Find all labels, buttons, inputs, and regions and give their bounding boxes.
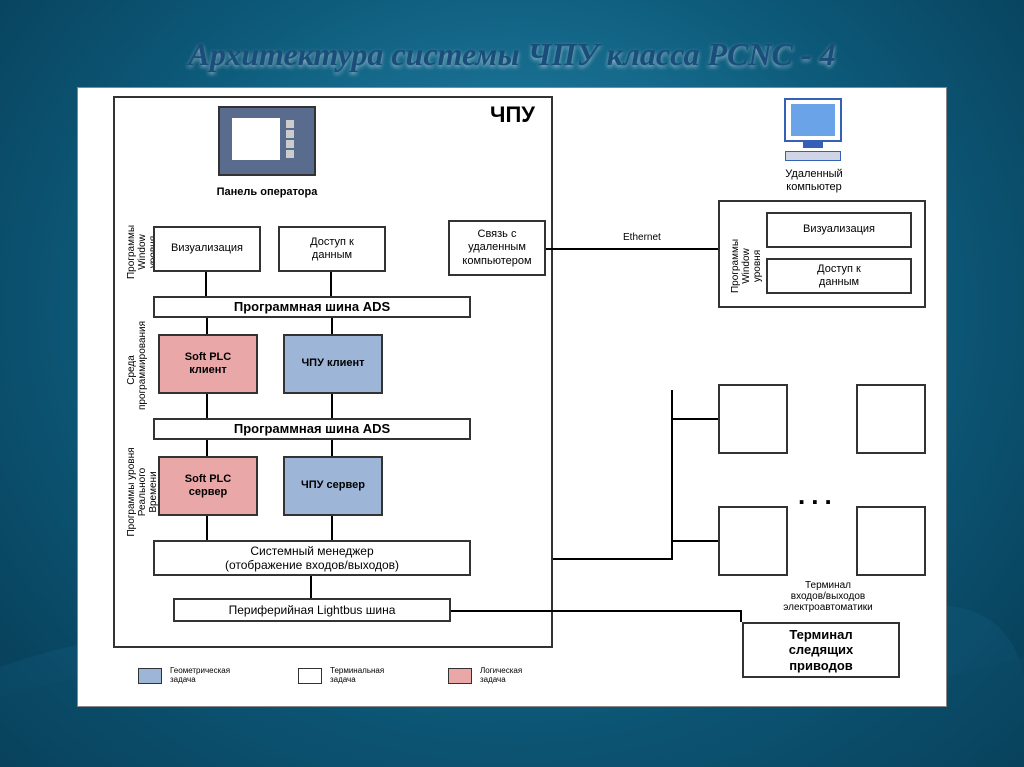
operator-panel-label: Панель оператора	[190, 182, 344, 204]
soft-plc-client: Soft PLC клиент	[158, 334, 258, 394]
servo-terminal: Терминал следящих приводов	[742, 622, 900, 678]
soft-plc-server: Soft PLC сервер	[158, 456, 258, 516]
side-realtime: Программы уровня Реального Времени	[126, 446, 159, 538]
legend-logic-sq	[448, 668, 472, 684]
legend-term-sq	[298, 668, 322, 684]
legend-term: Терминальная задача	[330, 666, 384, 684]
remote-link-box: Связь с удаленным компьютером	[448, 220, 546, 276]
slide-title: Архитектура системы ЧПУ класса PCNC - 4	[0, 0, 1024, 87]
architecture-diagram: ЧПУ Панель оператора Программы Window ур…	[77, 87, 947, 707]
remote-pc-icon	[784, 98, 842, 161]
io-terminal-label: Терминал входов/выходов электроавтоматик…	[758, 580, 898, 613]
cnc-title: ЧПУ	[490, 102, 535, 128]
legend-geom-sq	[138, 668, 162, 684]
lightbus: Периферийная Lightbus шина	[173, 598, 451, 622]
legend-logic: Логическая задача	[480, 666, 522, 684]
cnc-client: ЧПУ клиент	[283, 334, 383, 394]
viz2-box: Визуализация	[766, 212, 912, 248]
cnc-server: ЧПУ сервер	[283, 456, 383, 516]
io-term-4	[856, 506, 926, 576]
system-manager: Системный менеджер (отображение входов/в…	[153, 540, 471, 576]
legend-geom: Геометрическая задача	[170, 666, 230, 684]
side-prog-env: Среда программирования	[126, 330, 148, 410]
io-term-3	[718, 506, 788, 576]
viz-box: Визуализация	[153, 226, 261, 272]
operator-panel-icon	[218, 106, 316, 176]
ethernet-label: Ethernet	[623, 232, 661, 243]
data-access-2-box: Доступ к данным	[766, 258, 912, 294]
side-window-level-2: Программы Window уровня	[730, 232, 763, 300]
data-access-box: Доступ к данным	[278, 226, 386, 272]
io-term-1	[718, 384, 788, 454]
remote-pc-label: Удаленный компьютер	[758, 166, 870, 196]
io-ellipsis: ...	[798, 480, 838, 511]
ads-bus-1: Программная шина ADS	[153, 296, 471, 318]
ads-bus-2: Программная шина ADS	[153, 418, 471, 440]
io-term-2	[856, 384, 926, 454]
ethernet-line	[546, 248, 718, 250]
